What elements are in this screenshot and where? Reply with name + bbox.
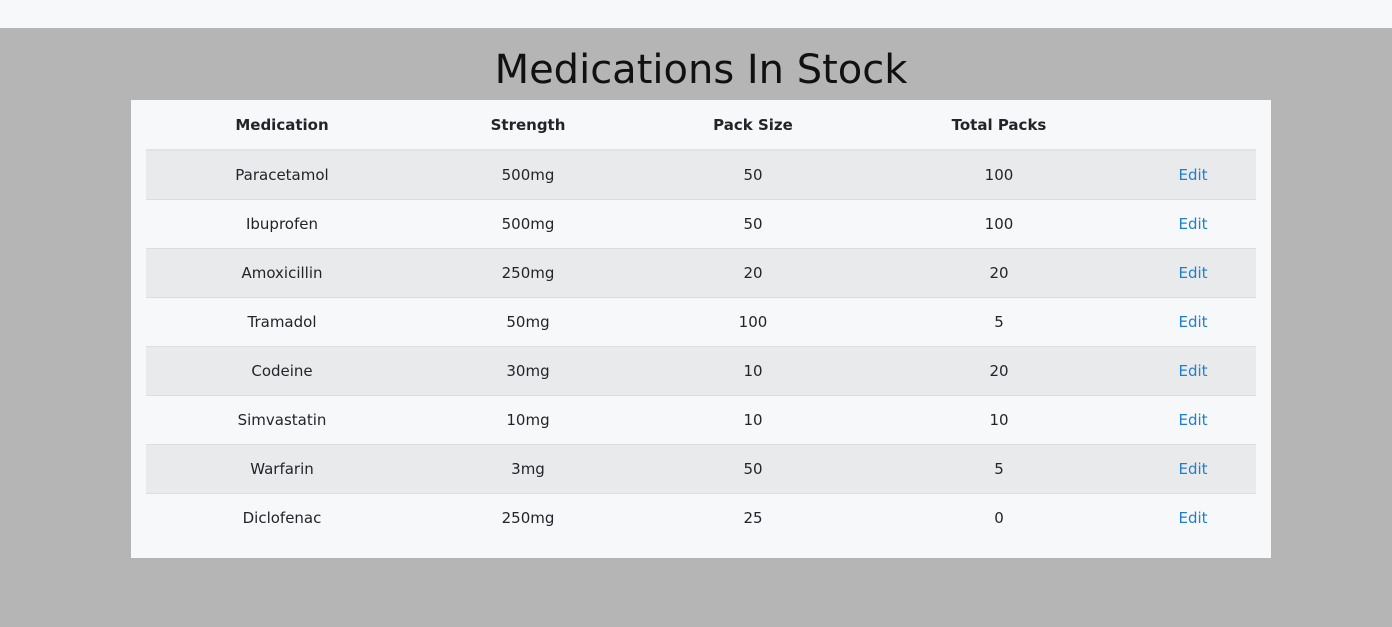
column-header-strength: Strength — [418, 100, 638, 151]
table-row: Paracetamol 500mg 50 100 Edit — [146, 150, 1256, 200]
cell-medication: Simvastatin — [146, 395, 418, 445]
cell-strength: 50mg — [418, 297, 638, 347]
cell-pack-size: 50 — [638, 444, 868, 494]
edit-link[interactable]: Edit — [1178, 411, 1208, 429]
cell-total-packs: 5 — [868, 297, 1130, 347]
table-row: Tramadol 50mg 100 5 Edit — [146, 297, 1256, 347]
cell-strength: 30mg — [418, 346, 638, 396]
edit-link[interactable]: Edit — [1178, 460, 1208, 478]
edit-link[interactable]: Edit — [1178, 362, 1208, 380]
cell-strength: 10mg — [418, 395, 638, 445]
edit-link[interactable]: Edit — [1178, 166, 1208, 184]
cell-total-packs: 20 — [868, 248, 1130, 298]
cell-action: Edit — [1130, 150, 1256, 200]
top-navbar — [0, 0, 1392, 28]
cell-total-packs: 100 — [868, 150, 1130, 200]
cell-pack-size: 50 — [638, 150, 868, 200]
table-row: Simvastatin 10mg 10 10 Edit — [146, 395, 1256, 445]
cell-total-packs: 20 — [868, 346, 1130, 396]
cell-medication: Tramadol — [146, 297, 418, 347]
cell-medication: Codeine — [146, 346, 418, 396]
column-header-total-packs: Total Packs — [868, 100, 1130, 151]
cell-strength: 500mg — [418, 199, 638, 249]
column-header-medication: Medication — [146, 100, 418, 151]
cell-medication: Ibuprofen — [146, 199, 418, 249]
edit-link[interactable]: Edit — [1178, 264, 1208, 282]
cell-strength: 500mg — [418, 150, 638, 200]
cell-action: Edit — [1130, 199, 1256, 249]
cell-strength: 3mg — [418, 444, 638, 494]
cell-action: Edit — [1130, 444, 1256, 494]
cell-medication: Warfarin — [146, 444, 418, 494]
cell-total-packs: 10 — [868, 395, 1130, 445]
cell-total-packs: 100 — [868, 199, 1130, 249]
cell-action: Edit — [1130, 493, 1256, 542]
edit-link[interactable]: Edit — [1178, 215, 1208, 233]
edit-link[interactable]: Edit — [1178, 313, 1208, 331]
table-row: Diclofenac 250mg 25 0 Edit — [146, 493, 1256, 542]
cell-strength: 250mg — [418, 493, 638, 542]
medications-table: Medication Strength Pack Size Total Pack… — [146, 100, 1256, 542]
page-title: Medications In Stock — [494, 47, 908, 93]
cell-medication: Paracetamol — [146, 150, 418, 200]
cell-pack-size: 100 — [638, 297, 868, 347]
cell-action: Edit — [1130, 248, 1256, 298]
table-row: Warfarin 3mg 50 5 Edit — [146, 444, 1256, 494]
cell-action: Edit — [1130, 346, 1256, 396]
medications-table-card: Medication Strength Pack Size Total Pack… — [131, 100, 1271, 558]
cell-total-packs: 0 — [868, 493, 1130, 542]
cell-total-packs: 5 — [868, 444, 1130, 494]
cell-pack-size: 10 — [638, 395, 868, 445]
table-row: Amoxicillin 250mg 20 20 Edit — [146, 248, 1256, 298]
cell-pack-size: 20 — [638, 248, 868, 298]
cell-medication: Amoxicillin — [146, 248, 418, 298]
cell-pack-size: 50 — [638, 199, 868, 249]
cell-pack-size: 25 — [638, 493, 868, 542]
cell-strength: 250mg — [418, 248, 638, 298]
edit-link[interactable]: Edit — [1178, 509, 1208, 527]
table-header-row: Medication Strength Pack Size Total Pack… — [146, 100, 1256, 151]
cell-medication: Diclofenac — [146, 493, 418, 542]
cell-action: Edit — [1130, 297, 1256, 347]
table-row: Ibuprofen 500mg 50 100 Edit — [146, 199, 1256, 249]
column-header-actions — [1130, 100, 1256, 151]
table-row: Codeine 30mg 10 20 Edit — [146, 346, 1256, 396]
cell-pack-size: 10 — [638, 346, 868, 396]
cell-action: Edit — [1130, 395, 1256, 445]
column-header-pack-size: Pack Size — [638, 100, 868, 151]
